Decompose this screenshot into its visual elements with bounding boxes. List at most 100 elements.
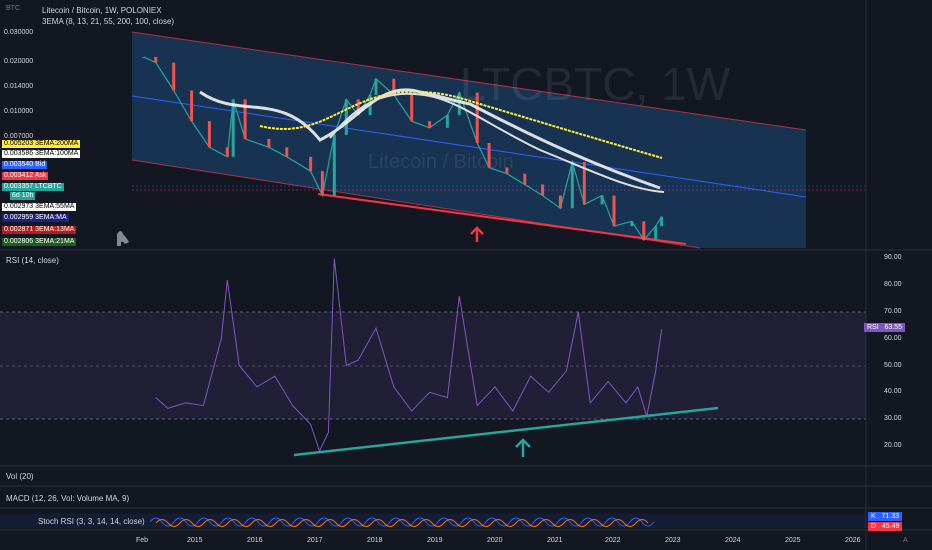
- rsi-label[interactable]: RSI (14, close): [6, 256, 59, 265]
- time-tick: 2020: [487, 537, 503, 544]
- rsi-tick: 50.00: [884, 362, 902, 369]
- price-candle[interactable]: [320, 171, 324, 196]
- rsi-trendline[interactable]: [293, 406, 719, 457]
- currency-label: BTC: [6, 5, 20, 12]
- price-candle[interactable]: [541, 184, 545, 196]
- rsi-line[interactable]: [155, 258, 663, 453]
- price-tick: 0.014000: [4, 83, 34, 90]
- rsi-tick: 90.00: [884, 254, 902, 261]
- time-tick: Feb: [136, 537, 149, 544]
- stoch-d-line[interactable]: [155, 519, 649, 527]
- rsi-value-tag: RSI 63.55: [864, 323, 906, 332]
- rsi-band: [0, 312, 866, 419]
- rsi-series[interactable]: [155, 258, 663, 453]
- price-candle[interactable]: [374, 78, 378, 95]
- time-tick: 2025: [785, 537, 801, 544]
- price-tag-bid[interactable]: 0.003540 Bid: [2, 161, 48, 169]
- time-tick: 2023: [665, 537, 681, 544]
- stoch-k-line[interactable]: [149, 517, 655, 527]
- indicator-label[interactable]: 3EMA (8, 13, 21, 55, 200, 100, close): [42, 17, 175, 26]
- price-candle[interactable]: [660, 216, 664, 227]
- price-tag-ma[interactable]: 0.002959 3EMA:MA: [2, 214, 69, 222]
- price-candle[interactable]: [154, 57, 158, 63]
- dino-icon: [117, 231, 129, 246]
- price-candle[interactable]: [612, 195, 616, 227]
- price-candle[interactable]: [392, 78, 396, 95]
- time-tick: 2019: [427, 537, 443, 544]
- channel-upper-line[interactable]: [131, 31, 807, 131]
- candle-countdown: 6d 10h: [10, 192, 36, 200]
- price-candle[interactable]: [309, 156, 313, 172]
- stoch-label[interactable]: Stoch RSI (3, 3, 14, 14, close): [38, 517, 145, 526]
- price-candle[interactable]: [285, 147, 289, 157]
- price-candle[interactable]: [630, 221, 634, 227]
- watermark-symbol: LTCBTC, 1W: [460, 58, 731, 110]
- ema-200-line[interactable]: [259, 90, 663, 159]
- price-tick: 0.010000: [4, 108, 34, 115]
- regression-channel: [132, 32, 806, 248]
- price-candle[interactable]: [356, 99, 360, 116]
- rsi-tick: 20.00: [884, 442, 902, 449]
- chart-title[interactable]: Litecoin / Bitcoin, 1W, POLONIEX: [42, 6, 162, 15]
- price-series[interactable]: [142, 56, 664, 242]
- price-candle[interactable]: [558, 195, 562, 209]
- time-tick: 2016: [247, 537, 263, 544]
- price-candle[interactable]: [142, 57, 146, 58]
- stoch-band: [0, 514, 866, 528]
- price-candle[interactable]: [642, 221, 646, 240]
- price-candle[interactable]: [475, 92, 479, 143]
- vol-label[interactable]: Vol (20): [6, 472, 34, 481]
- time-tick: 2015: [187, 537, 203, 544]
- stoch-d-tag: D 45.49: [868, 522, 903, 531]
- price-candle[interactable]: [428, 121, 432, 128]
- price-tag-ema100[interactable]: 0.003586 3EMA:100MA: [2, 150, 81, 158]
- time-tick: 2017: [307, 537, 323, 544]
- time-tick: 2024: [725, 537, 741, 544]
- price-candle[interactable]: [231, 99, 235, 157]
- price-tag-ask[interactable]: 0.003412 Ask: [2, 172, 49, 180]
- price-candle[interactable]: [600, 195, 604, 205]
- time-tick: 2026: [845, 537, 861, 544]
- price-candle[interactable]: [582, 162, 586, 205]
- price-tag-ema13[interactable]: 0.002871 3EMA:13MA: [2, 226, 77, 234]
- price-tag-last[interactable]: 0.003357 LTCBTC: [2, 183, 64, 191]
- price-tick: 0.007000: [4, 133, 34, 140]
- price-candle[interactable]: [267, 138, 271, 148]
- price-candle[interactable]: [570, 162, 574, 209]
- price-candle[interactable]: [190, 90, 194, 122]
- rsi-tick: 70.00: [884, 308, 902, 315]
- price-tick: 0.030000: [4, 29, 34, 36]
- price-candle[interactable]: [207, 121, 211, 148]
- price-candle[interactable]: [487, 143, 491, 168]
- scale-mode-button[interactable]: A: [903, 537, 908, 544]
- price-candle[interactable]: [172, 62, 176, 91]
- price-candle[interactable]: [445, 115, 449, 128]
- stoch-k-tag: K 71.33: [868, 512, 903, 521]
- price-candle[interactable]: [344, 99, 348, 135]
- price-candle[interactable]: [523, 173, 527, 185]
- time-tick: 2018: [367, 537, 383, 544]
- price-candle[interactable]: [410, 94, 414, 122]
- macd-label[interactable]: MACD (12, 26, Vol: Volume MA, 9): [6, 494, 130, 503]
- time-tick: 2022: [605, 537, 621, 544]
- green-up-arrow: [515, 438, 531, 457]
- price-candle[interactable]: [654, 226, 658, 240]
- rsi-tick: 80.00: [884, 281, 902, 288]
- time-tick: 2021: [547, 537, 563, 544]
- ema-55-line[interactable]: [329, 92, 665, 193]
- price-tag-ema200[interactable]: 0.005203 3EMA:200MA: [2, 140, 81, 148]
- support-line[interactable]: [317, 193, 687, 245]
- price-tag-ema21[interactable]: 0.002806 3EMA:21MA: [2, 238, 77, 246]
- price-candle[interactable]: [225, 147, 229, 157]
- price-candle[interactable]: [332, 135, 336, 196]
- price-candle[interactable]: [505, 167, 509, 174]
- price-candle[interactable]: [243, 99, 247, 139]
- rsi-tick: 40.00: [884, 388, 902, 395]
- price-tag-ema55[interactable]: 0.002973 3EMA:55MA: [2, 203, 77, 211]
- rsi-tick: 30.00: [884, 415, 902, 422]
- price-tick: 0.020000: [4, 58, 34, 65]
- watermark-name: Litecoin / Bitcoin: [368, 151, 514, 173]
- rsi-tick: 60.00: [884, 335, 902, 342]
- price-candle[interactable]: [457, 92, 461, 116]
